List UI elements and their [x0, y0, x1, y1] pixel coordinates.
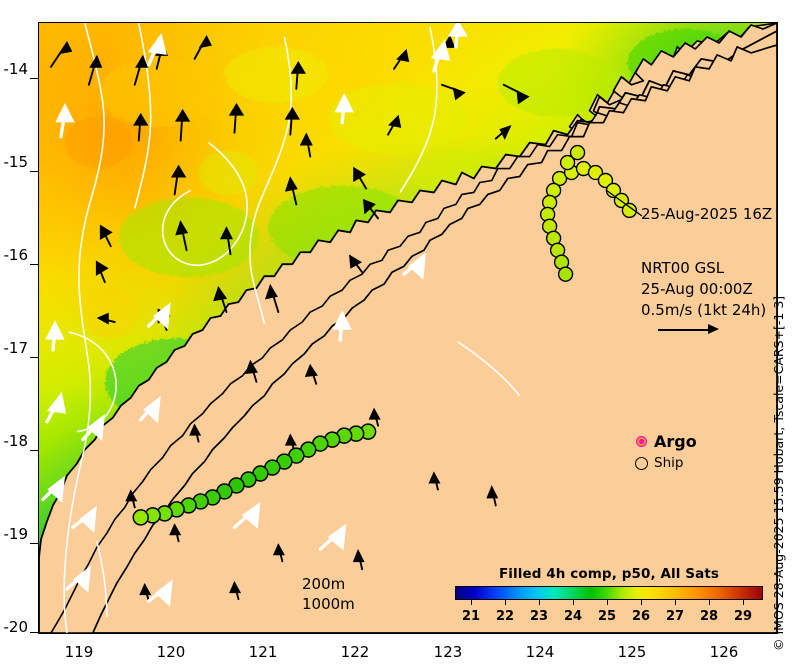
colorbar-tick: 28: [699, 609, 719, 624]
legend-label-argo: Argo: [654, 431, 697, 451]
sst-map-canvas: [39, 23, 777, 633]
lat-tick: -18: [3, 432, 29, 450]
legend-label-ship: Ship: [654, 455, 684, 471]
colorbar-title: Filled 4h comp, p50, All Sats: [498, 566, 720, 582]
colorbar-tick: 23: [529, 609, 549, 624]
credit-text: © IMOS 28-Aug-2025 15:59 Hobart; Tscale=…: [771, 295, 786, 651]
model-scale: 0.5m/s (1kt 24h): [641, 301, 767, 319]
ship-marker-icon: [628, 456, 654, 470]
lon-tick: 121: [248, 643, 278, 661]
legend-item-ship[interactable]: Ship: [628, 452, 697, 474]
ship-track-south: [132, 423, 377, 526]
lon-tick: 119: [64, 643, 94, 661]
lat-tick: -15: [3, 153, 29, 171]
scale-arrow-icon: [658, 324, 720, 335]
lon-tick: 123: [433, 643, 463, 661]
argo-marker-icon: [628, 435, 654, 447]
lat-tick: -17: [3, 339, 29, 357]
marker-legend: Argo Ship: [628, 430, 697, 474]
ship-date-leader-line: [605, 189, 643, 217]
colorbar-tick: 25: [597, 609, 617, 624]
bathy-1000m-label: 1000m: [302, 595, 355, 613]
model-time: 25-Aug 00:00Z: [641, 280, 753, 298]
colorbar-tick: 21: [461, 609, 481, 624]
lon-tick: 124: [525, 643, 555, 661]
ship-date-text: 25-Aug-2025 16Z: [641, 205, 773, 223]
model-name: NRT00 GSL: [641, 259, 725, 277]
lon-tick: 125: [617, 643, 647, 661]
bathymetry-labels: 200m 1000m: [302, 574, 355, 614]
lon-tick: 120: [156, 643, 186, 661]
colorbar-gradient[interactable]: [455, 586, 763, 600]
colorbar-tick: 27: [665, 609, 685, 624]
lat-tick: -16: [3, 246, 29, 264]
colorbar[interactable]: Filled 4h comp, p50, All Sats 21 22 23 2…: [455, 566, 763, 627]
ship-track-north: [539, 144, 638, 282]
map-plot-area[interactable]: [38, 22, 778, 634]
bathy-200m-label: 200m: [302, 575, 346, 593]
colorbar-tick: 22: [495, 609, 515, 624]
colorbar-tick: 26: [631, 609, 651, 624]
lat-tick: -20: [3, 618, 29, 636]
ship-date-annotation: 25-Aug-2025 16Z: [641, 205, 772, 224]
bathymetry-contours: [63, 23, 521, 633]
current-vectors-black: [50, 34, 530, 603]
current-vectors-white: [41, 23, 468, 607]
colorbar-tick-labels: 21 22 23 24 25 26 27 28 29: [455, 609, 763, 627]
colorbar-tick: 29: [733, 609, 753, 624]
lon-tick: 126: [709, 643, 739, 661]
lat-tick: -19: [3, 525, 29, 543]
lat-tick: -14: [3, 60, 29, 78]
current-model-annotation: NRT00 GSL 25-Aug 00:00Z 0.5m/s (1kt 24h): [641, 258, 766, 335]
colorbar-tickmarks: [455, 600, 763, 608]
lon-tick: 122: [340, 643, 370, 661]
colorbar-tick: 24: [563, 609, 583, 624]
legend-item-argo[interactable]: Argo: [628, 430, 697, 452]
